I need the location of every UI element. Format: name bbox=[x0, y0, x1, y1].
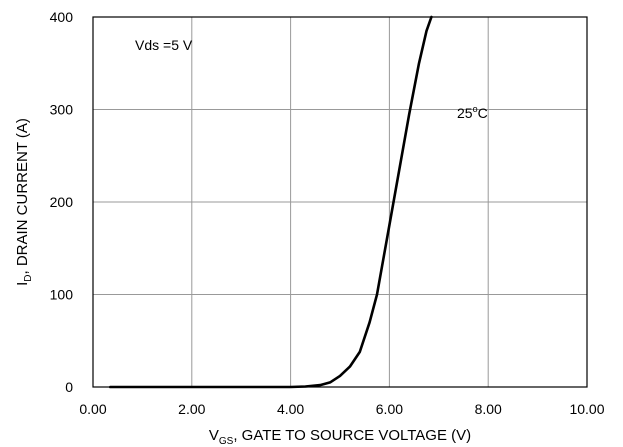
plot-frame bbox=[92, 16, 588, 388]
x-axis-label-subscript: GS bbox=[219, 436, 234, 447]
temperature-value: 25 bbox=[457, 105, 473, 121]
temperature-degree: o bbox=[473, 104, 478, 114]
y-tick-label: 100 bbox=[50, 287, 74, 303]
temperature-unit: C bbox=[478, 105, 488, 121]
x-tick-label: 6.00 bbox=[376, 401, 403, 417]
tick-labels: 0.00 2.00 4.00 6.00 8.00 10.00 0 100 200 300 400 bbox=[50, 9, 605, 417]
y-tick-label: 300 bbox=[50, 102, 74, 118]
x-tick-label: 2.00 bbox=[178, 401, 205, 417]
x-tick-label: 0.00 bbox=[79, 401, 106, 417]
x-axis-label-rest: , GATE TO SOURCE VOLTAGE (V) bbox=[233, 427, 471, 444]
x-axis-label: VGS, GATE TO SOURCE VOLTAGE (V) bbox=[209, 427, 471, 447]
grid-lines bbox=[93, 17, 587, 387]
y-tick-label: 0 bbox=[65, 379, 73, 395]
y-axis-label-rest: , DRAIN CURRENT (A) bbox=[14, 118, 31, 274]
x-tick-label: 10.00 bbox=[569, 401, 604, 417]
y-axis-label-prefix: I bbox=[14, 282, 31, 286]
temperature-annotation: 25oC bbox=[457, 104, 488, 121]
x-tick-label: 4.00 bbox=[277, 401, 304, 417]
x-axis-label-prefix: V bbox=[209, 427, 219, 444]
x-tick-label: 8.00 bbox=[475, 401, 502, 417]
y-tick-label: 200 bbox=[50, 194, 74, 210]
condition-annotation: Vds =5 V bbox=[135, 37, 193, 53]
y-axis-label: ID, DRAIN CURRENT (A) bbox=[14, 118, 34, 286]
y-axis-label-subscript: D bbox=[23, 275, 34, 282]
drain-current-curve bbox=[109, 15, 433, 389]
y-tick-label: 400 bbox=[50, 9, 74, 25]
